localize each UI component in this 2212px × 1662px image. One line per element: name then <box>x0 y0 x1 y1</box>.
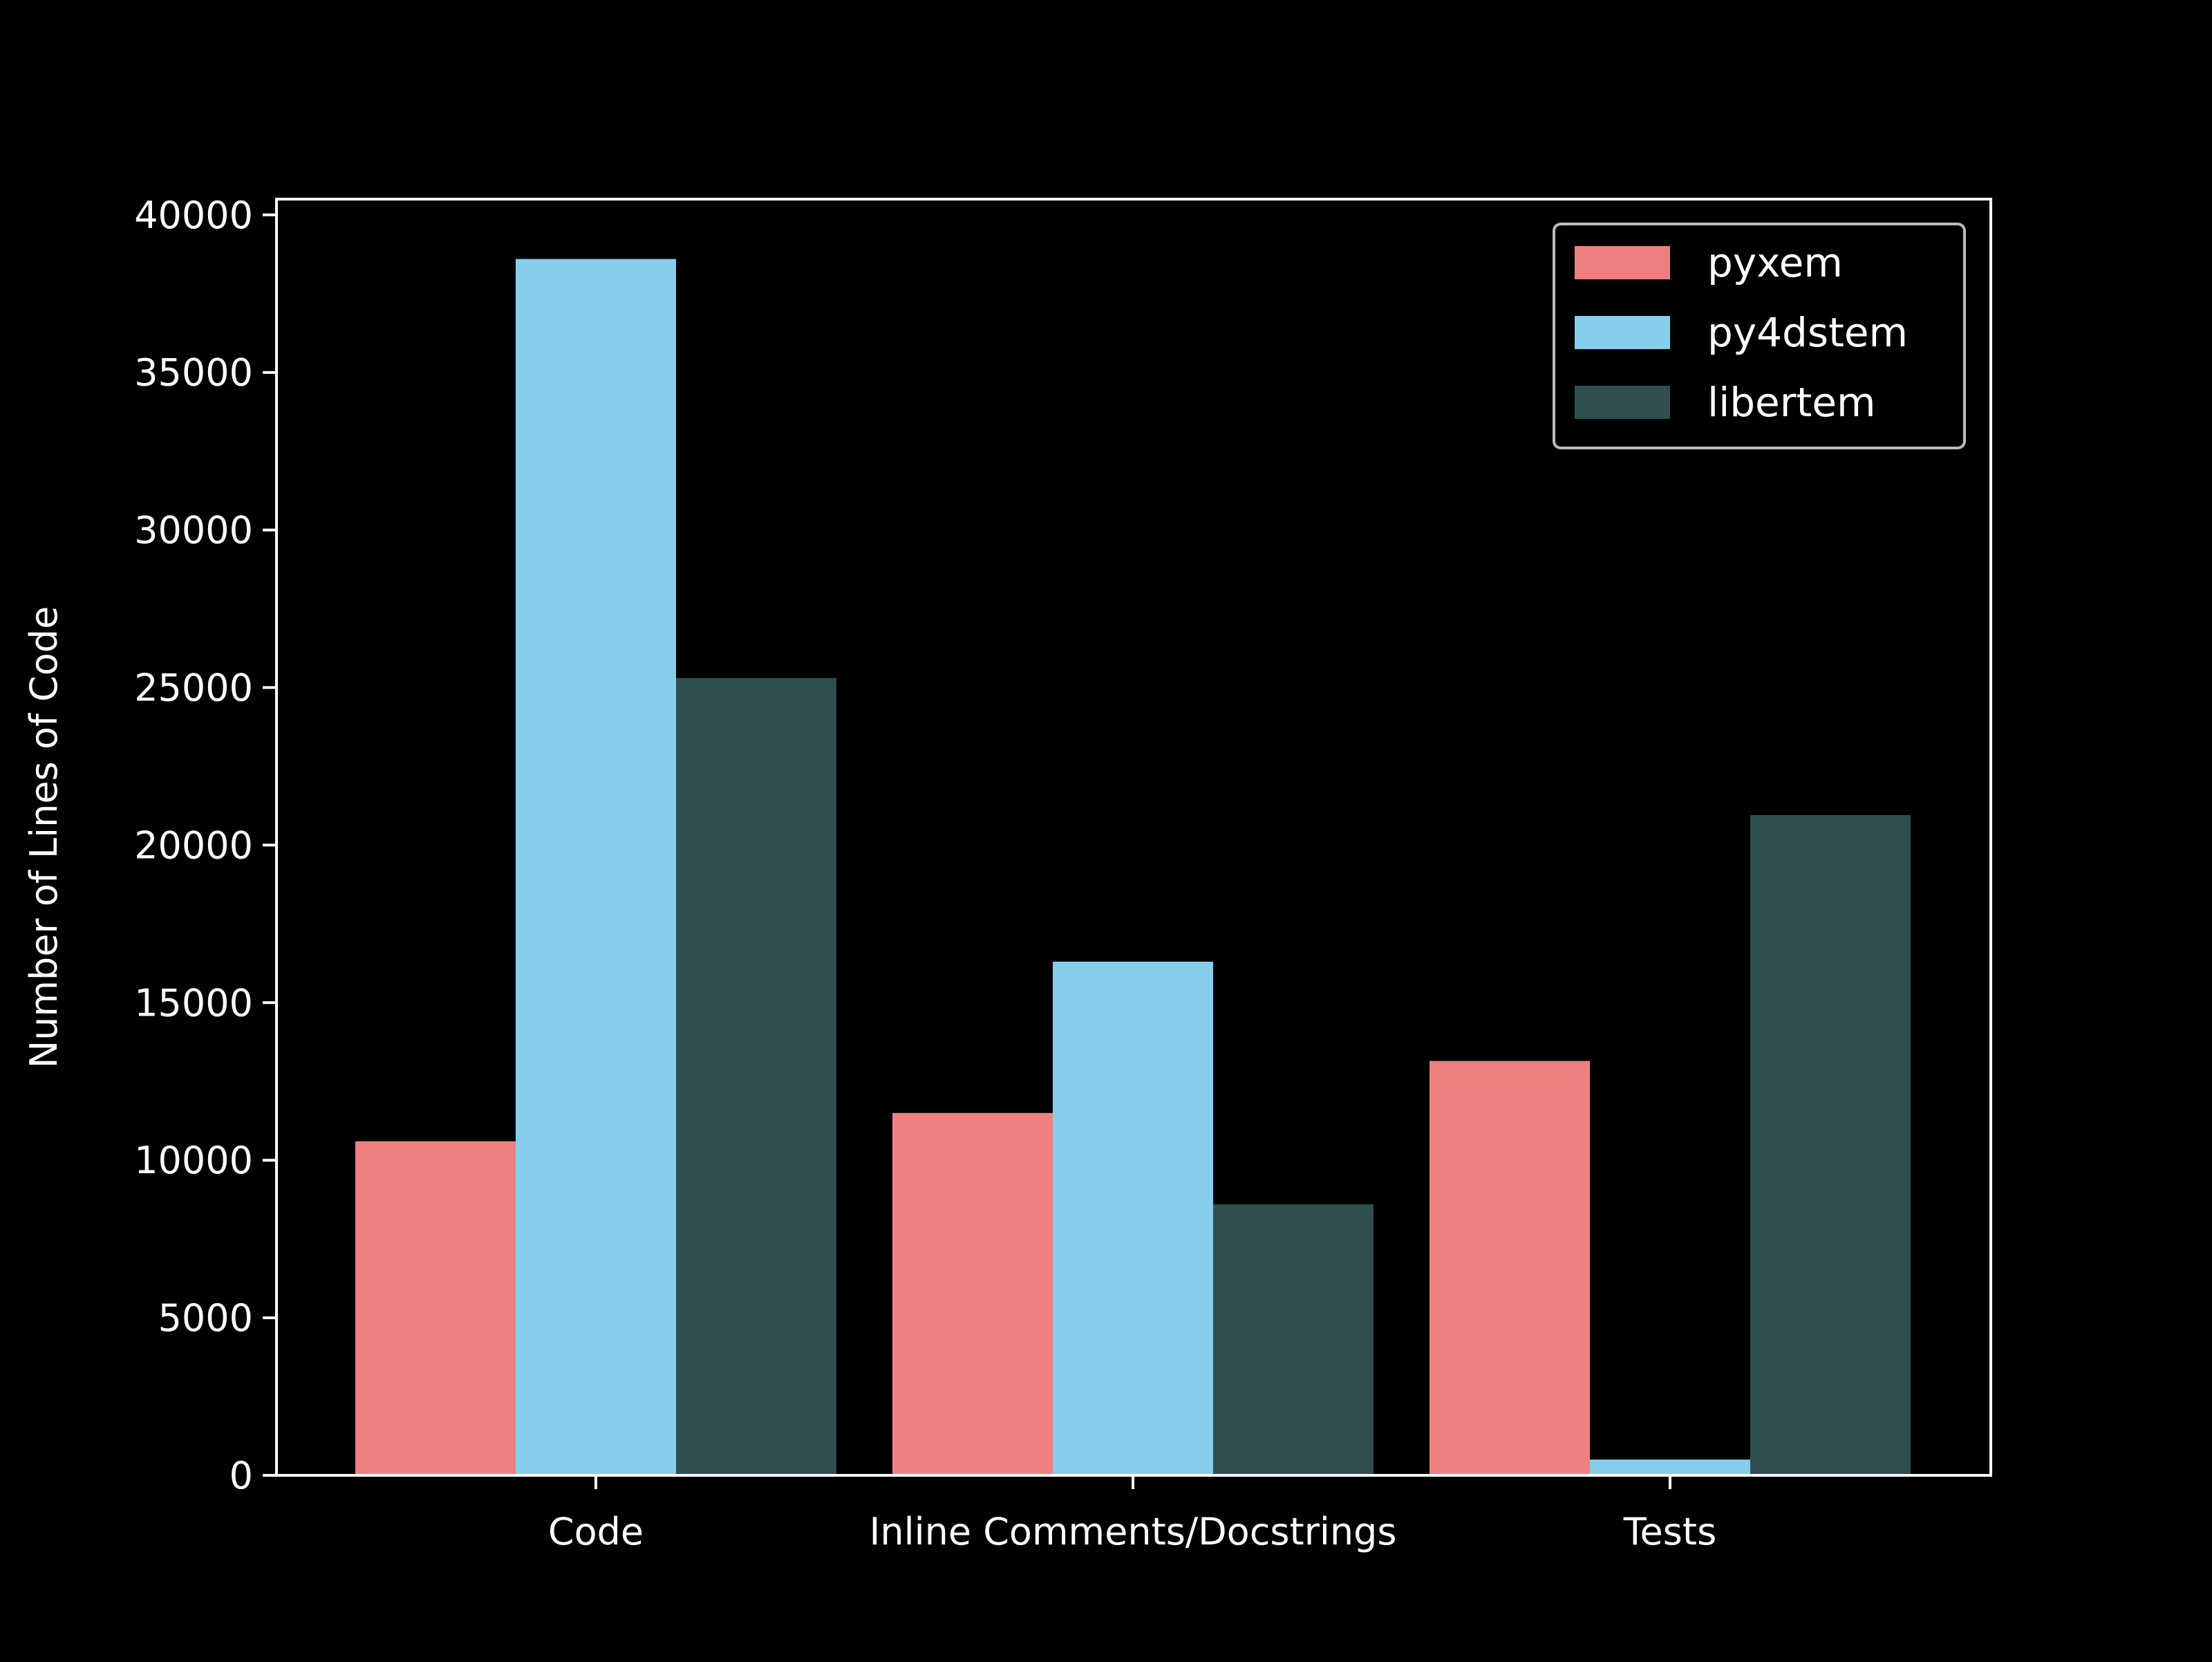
legend-swatch-libertem <box>1575 386 1670 419</box>
legend-label-libertem: libertem <box>1707 379 1876 426</box>
bar-py4dstem-1 <box>1053 962 1213 1475</box>
legend: pyxem py4dstem libertem <box>1553 223 1966 449</box>
y-axis-ticks: 0 5000 10000 15000 20000 25000 30000 35000 40000 <box>134 194 276 1497</box>
y-tick-label: 0 <box>229 1454 253 1497</box>
y-axis-label: Number of Lines of Code <box>22 606 66 1069</box>
bar-pyxem-0 <box>355 1141 516 1475</box>
y-tick-label: 30000 <box>134 509 253 552</box>
bar-pyxem-2 <box>1430 1061 1590 1475</box>
bar-libertem-1 <box>1213 1204 1374 1475</box>
y-tick-label: 35000 <box>134 351 253 395</box>
bar-libertem-0 <box>676 678 836 1475</box>
x-axis-ticks: Code Inline Comments/Docstrings Tests <box>548 1475 1716 1553</box>
legend-swatch-pyxem <box>1575 246 1670 279</box>
x-tick-label: Inline Comments/Docstrings <box>869 1510 1396 1553</box>
y-tick-label: 25000 <box>134 666 253 709</box>
bar-py4dstem-0 <box>516 259 676 1476</box>
bar-pyxem-1 <box>892 1112 1053 1475</box>
legend-label-pyxem: pyxem <box>1707 239 1843 286</box>
y-tick-label: 20000 <box>134 823 253 867</box>
y-tick-label: 5000 <box>158 1296 253 1340</box>
bar-py4dstem-2 <box>1590 1459 1750 1475</box>
x-tick-label: Code <box>548 1510 644 1553</box>
y-tick-label: 15000 <box>134 981 253 1025</box>
x-tick-label: Tests <box>1623 1510 1716 1553</box>
legend-label-py4dstem: py4dstem <box>1707 309 1908 356</box>
bars-layer <box>355 259 1911 1476</box>
legend-swatch-py4dstem <box>1575 316 1670 349</box>
y-tick-label: 10000 <box>134 1139 253 1182</box>
bar-libertem-2 <box>1750 815 1911 1475</box>
y-tick-label: 40000 <box>134 194 253 237</box>
